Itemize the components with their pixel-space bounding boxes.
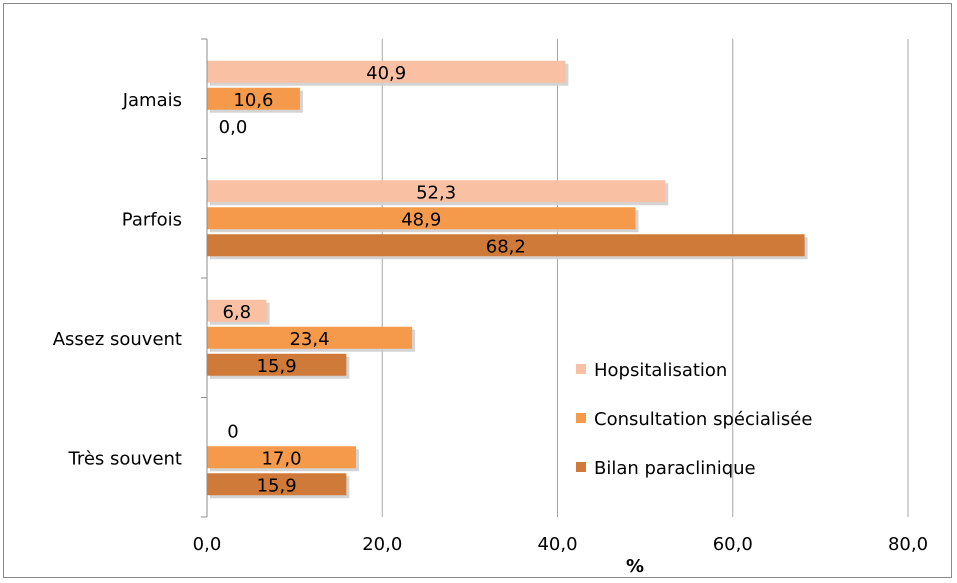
data-label: 15,9	[257, 356, 297, 377]
legend-label: Hopsitalisation	[594, 360, 727, 381]
bar	[207, 60, 566, 83]
labels: 0,0 20,0 40,0 60,0 80,0 Jamais 40,9 10,6 0,0 Parf…	[53, 63, 928, 577]
legend: Hopsitalisation Consultation spécialisée B…	[576, 360, 812, 479]
data-label: 68,2	[486, 236, 526, 257]
data-label: 15,9	[257, 475, 297, 496]
gridlines	[381, 39, 909, 517]
bars	[207, 60, 808, 499]
axes	[201, 38, 208, 518]
data-label: 0,0	[219, 117, 248, 138]
legend-label: Consultation spécialisée	[594, 409, 812, 430]
legend-label: Bilan paraclinique	[594, 458, 756, 479]
bar	[207, 87, 300, 110]
category-label: Parfois	[122, 209, 182, 230]
data-label: 52,3	[416, 182, 456, 203]
x-tick-label: 40,0	[537, 534, 577, 555]
data-label: 10,6	[233, 90, 273, 111]
category-label: Jamais	[122, 90, 182, 111]
x-axis-unit-label: %	[626, 556, 644, 577]
legend-swatch	[576, 413, 586, 423]
x-tick-label: 60,0	[713, 534, 753, 555]
bar	[207, 180, 666, 203]
x-tick-label: 80,0	[888, 534, 928, 555]
legend-swatch	[576, 462, 586, 472]
bar	[207, 353, 347, 376]
data-label: 17,0	[261, 448, 301, 469]
data-label: 0	[227, 421, 238, 442]
x-tick-label: 0,0	[193, 534, 222, 555]
x-tick-label: 20,0	[362, 534, 402, 555]
data-label: 6,8	[222, 302, 251, 323]
data-label: 48,9	[401, 209, 441, 230]
bar	[207, 299, 267, 322]
bar-chart: 0,0 20,0 40,0 60,0 80,0 Jamais 40,9 10,6 0,0 Parf…	[53, 38, 928, 577]
bar	[207, 446, 356, 469]
chart-frame: 0,0 20,0 40,0 60,0 80,0 Jamais 40,9 10,6 0,0 Parf…	[3, 3, 952, 578]
legend-swatch	[576, 364, 586, 374]
data-label: 23,4	[289, 329, 329, 350]
bar	[207, 207, 636, 230]
bar	[207, 473, 347, 496]
data-label: 40,9	[366, 63, 406, 84]
category-label: Très souvent	[67, 448, 182, 469]
bar	[207, 234, 805, 257]
category-label: Assez souvent	[53, 329, 182, 350]
bar	[207, 326, 413, 349]
